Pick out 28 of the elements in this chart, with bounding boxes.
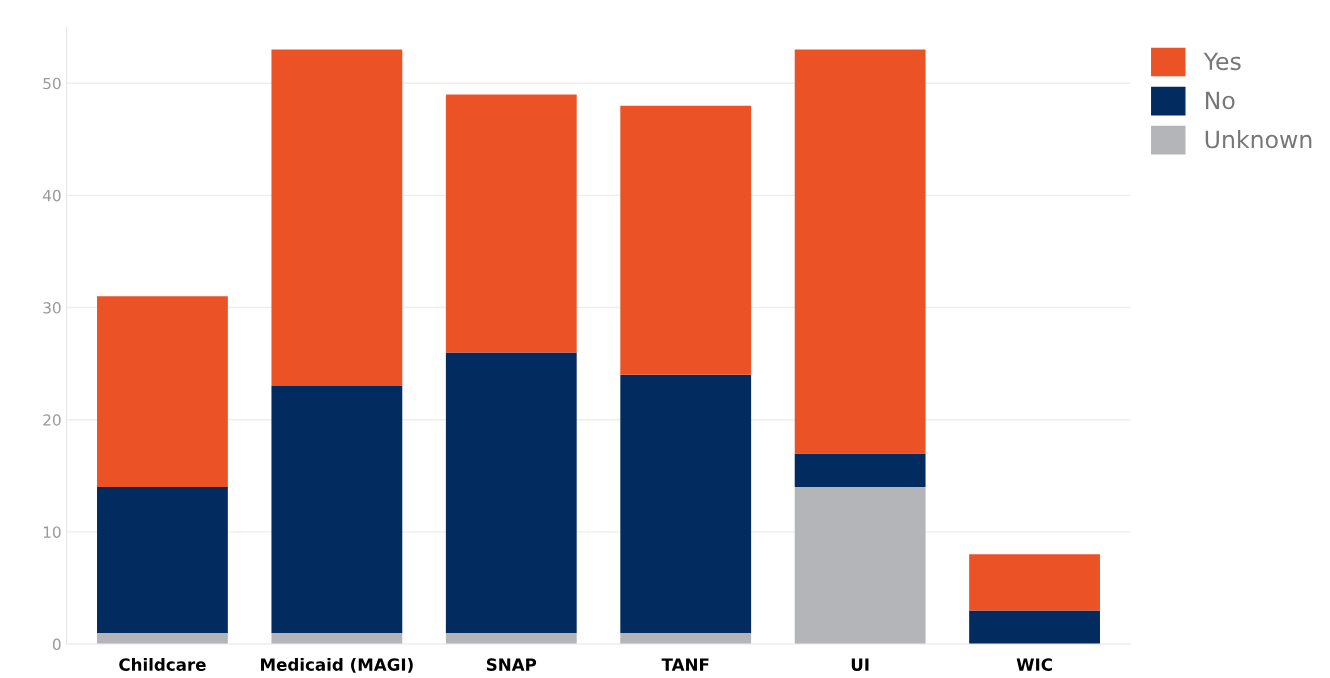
x-tick-label: Medicaid (MAGI) bbox=[261, 657, 413, 673]
bar bbox=[445, 352, 577, 633]
legend-label: Unknown bbox=[1205, 130, 1312, 149]
y-tick-label: 30 bbox=[43, 302, 61, 314]
x-tick-label: UI bbox=[851, 658, 869, 671]
bar bbox=[271, 386, 403, 633]
y-tick-label: 50 bbox=[43, 77, 61, 90]
bar bbox=[620, 374, 752, 633]
y-tick-label: 0 bbox=[52, 638, 61, 651]
bar bbox=[620, 105, 752, 375]
x-tick-label: TANF bbox=[661, 658, 709, 671]
bar bbox=[794, 487, 926, 645]
bar bbox=[445, 94, 577, 353]
x-tick-label: WIC bbox=[1016, 658, 1052, 671]
bar bbox=[271, 49, 403, 387]
x-tick-label: SNAP bbox=[486, 658, 537, 671]
y-tick-label: 20 bbox=[43, 414, 61, 426]
bar bbox=[97, 296, 228, 488]
legend-label: Yes bbox=[1203, 52, 1241, 71]
y-tick-label: 10 bbox=[43, 526, 61, 538]
y-tick-label: 40 bbox=[42, 189, 61, 202]
bar bbox=[969, 610, 1100, 645]
bar bbox=[794, 49, 926, 454]
bar bbox=[794, 453, 926, 488]
legend-label: No bbox=[1206, 91, 1235, 110]
bar bbox=[969, 554, 1100, 611]
bar bbox=[97, 487, 228, 633]
x-tick-label: Childcare bbox=[119, 657, 206, 671]
